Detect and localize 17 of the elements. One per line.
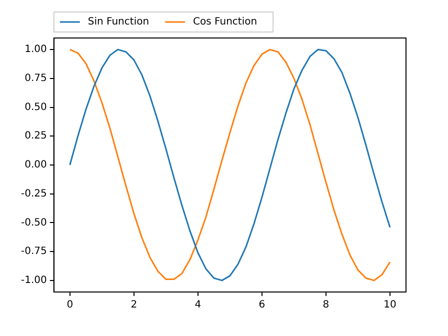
x-tick-label: 6 bbox=[258, 300, 266, 311]
x-tick-label: 10 bbox=[384, 300, 396, 311]
x-tick-label: 8 bbox=[322, 300, 330, 311]
y-tick-label: 0.50 bbox=[24, 102, 47, 113]
legend-label: Sin Function bbox=[88, 16, 150, 28]
x-tick-label: 4 bbox=[194, 300, 202, 311]
y-tick-label: -1.00 bbox=[21, 275, 47, 286]
y-tick-label: -0.25 bbox=[21, 188, 47, 200]
y-tick-label: 0.00 bbox=[24, 160, 47, 171]
x-tick-label: 0 bbox=[66, 300, 74, 311]
x-tick-label: 2 bbox=[130, 300, 138, 311]
y-tick-label: -0.50 bbox=[21, 217, 47, 228]
y-tick-label: 1.00 bbox=[24, 44, 47, 56]
legend-label: Cos Function bbox=[193, 16, 258, 28]
y-tick-label: 0.75 bbox=[24, 73, 47, 84]
y-tick-label: -0.75 bbox=[21, 246, 47, 258]
y-tick-label: 0.25 bbox=[24, 130, 47, 142]
